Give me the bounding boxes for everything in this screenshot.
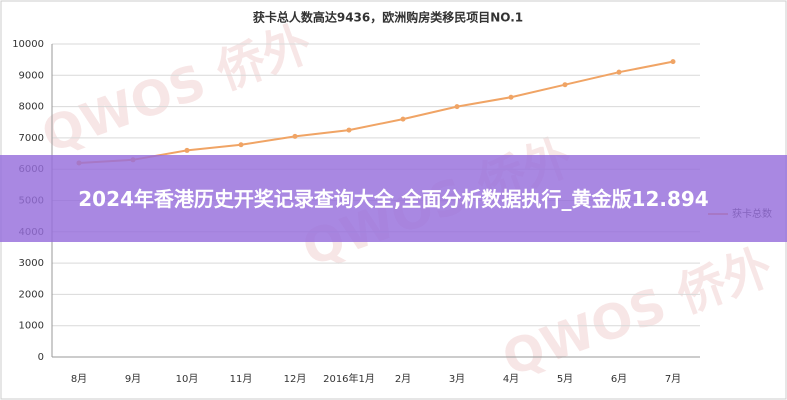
y-tick-label: 3000: [19, 258, 44, 269]
y-tick-label: 7000: [19, 133, 44, 144]
data-point: [292, 133, 298, 139]
data-point: [238, 142, 244, 148]
series-line: [78, 60, 674, 164]
data-point: [508, 94, 514, 100]
x-tick-label: 10月: [176, 373, 199, 385]
x-tick-label: 11月: [230, 373, 253, 385]
data-point: [670, 59, 676, 65]
y-tick-label: 9000: [19, 70, 44, 81]
y-tick-label: 10000: [12, 39, 44, 50]
y-tick-label: 0: [38, 352, 44, 363]
y-tick-label: 8000: [19, 102, 44, 113]
y-tick-label: 1000: [19, 321, 44, 332]
x-tick-label: 4月: [503, 373, 519, 385]
data-point: [616, 69, 622, 75]
data-point: [562, 82, 568, 88]
x-tick-label: 8月: [71, 373, 87, 385]
x-tick-label: 6月: [611, 373, 627, 385]
chart-title: 获卡总人数高达9436，欧洲购房类移民项目NO.1: [252, 10, 523, 25]
x-tick-label: 3月: [449, 373, 465, 385]
overlay-banner: 2024年香港历史开奖记录查询大全,全面分析数据执行_黄金版12.894: [0, 155, 787, 242]
x-tick-label: 9月: [125, 373, 141, 385]
data-point: [400, 116, 406, 122]
data-point: [184, 147, 190, 153]
x-tick-label: 7月: [665, 373, 681, 385]
data-point: [454, 104, 460, 110]
x-tick-label: 12月: [284, 373, 307, 385]
y-tick-label: 2000: [19, 289, 44, 300]
x-tick-label: 2016年1月: [323, 372, 375, 385]
overlay-title: 2024年香港历史开奖记录查询大全,全面分析数据执行_黄金版12.894: [78, 186, 709, 211]
x-tick-label: 2月: [395, 373, 411, 385]
data-point: [346, 127, 352, 133]
x-tick-label: 5月: [557, 373, 573, 385]
